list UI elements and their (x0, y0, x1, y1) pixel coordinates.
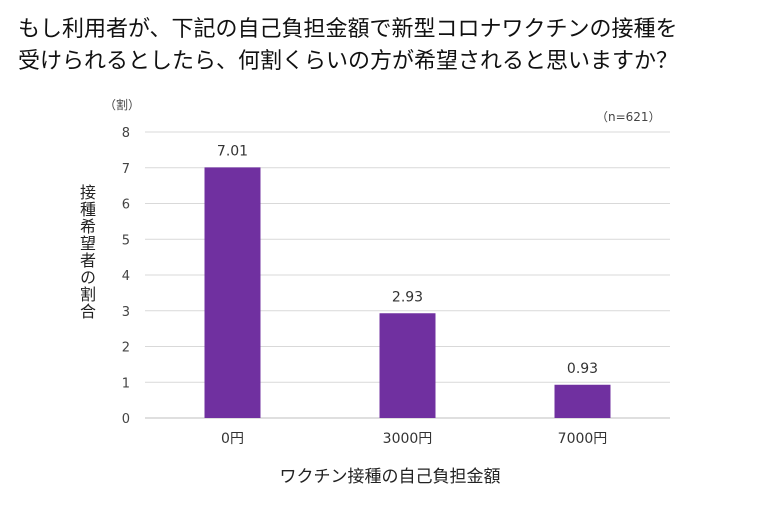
y-tick-label: 3 (122, 305, 130, 320)
bar (379, 313, 436, 418)
data-label: 2.93 (392, 289, 423, 305)
y-tick-label: 7 (122, 162, 130, 177)
sample-size-note: （n=621） (596, 110, 661, 124)
data-label: 0.93 (567, 361, 598, 377)
x-tick-label: 7000円 (558, 431, 608, 447)
y-axis-label: 接種希望者の割合 (77, 184, 96, 320)
y-tick-label: 8 (122, 126, 130, 141)
y-tick-label: 5 (122, 233, 130, 248)
y-unit-label: （割） (104, 98, 141, 112)
data-label: 7.01 (217, 143, 248, 159)
y-tick-label: 0 (122, 412, 130, 427)
chart-title-line-1: もし利用者が、下記の自己負担金額で新型コロナワクチンの接種を (18, 17, 678, 42)
y-tick-label: 6 (122, 198, 130, 213)
bar (554, 384, 611, 418)
x-tick-label: 0円 (221, 431, 244, 447)
x-axis-label: ワクチン接種の自己負担金額 (279, 467, 501, 487)
chart-title: もし利用者が、下記の自己負担金額で新型コロナワクチンの接種を 受けられるとしたら… (18, 14, 768, 78)
y-tick-label: 2 (122, 341, 130, 356)
y-tick-label: 1 (122, 376, 130, 391)
chart-title-line-2: 受けられるとしたら、何割くらいの方が希望されると思いますか？ (18, 49, 679, 74)
y-tick-label: 4 (122, 269, 130, 284)
bar (204, 167, 261, 418)
x-tick-label: 3000円 (383, 431, 433, 447)
